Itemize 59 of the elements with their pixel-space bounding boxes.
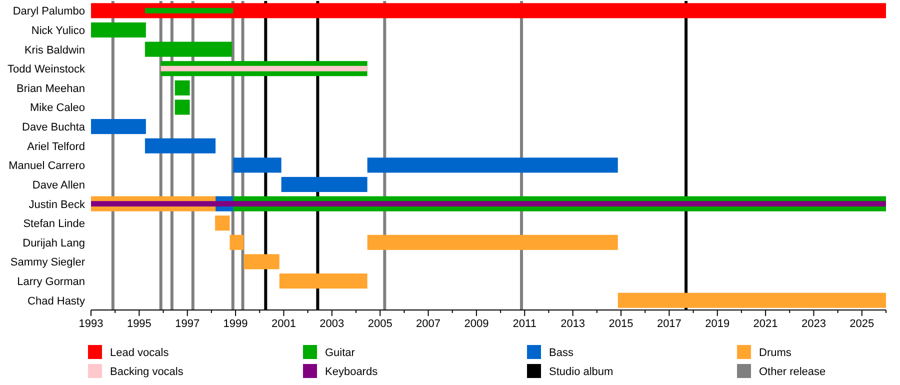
x-tick-label: 2017: [656, 318, 682, 330]
y-tick-label: Dave Buchta: [22, 122, 86, 134]
legend-label: Studio album: [549, 366, 614, 378]
legend-label: Lead vocals: [110, 347, 170, 359]
bar: [618, 292, 886, 308]
bar: [144, 42, 232, 57]
bar: [367, 158, 618, 173]
y-tick-label: Nick Yulico: [31, 24, 85, 37]
x-tick-label: 2005: [368, 318, 392, 330]
legend-label: Backing vocals: [110, 366, 184, 378]
y-tick-label: Durijah Lang: [22, 237, 85, 250]
legend-label: Other release: [759, 366, 826, 378]
y-tick-label: Stefan Linde: [23, 218, 85, 230]
bar: [233, 158, 282, 173]
bar: [244, 254, 280, 270]
x-tick-label: 2013: [560, 318, 586, 330]
bar: [367, 234, 618, 250]
y-tick-label: Chad Hasty: [28, 295, 86, 308]
x-tick-label: 1993: [78, 318, 104, 330]
x-tick-label: 1995: [126, 318, 152, 330]
y-tick-label: Sammy Siegler: [10, 256, 86, 269]
x-tick-label: 2019: [705, 318, 730, 330]
x-tick-label: 2025: [850, 318, 874, 330]
bar: [91, 22, 146, 38]
x-tick-label: 2007: [416, 318, 441, 330]
bar: [279, 274, 368, 289]
bar: [215, 216, 230, 231]
x-tick-label: 2011: [512, 318, 536, 330]
legend-label: Bass: [549, 347, 574, 359]
y-tick-label: Kris Baldwin: [24, 44, 85, 56]
bar: [91, 119, 146, 134]
x-tick-label: 1999: [223, 318, 248, 330]
y-tick-label: Justin Beck: [28, 198, 86, 211]
x-tick-label: 2023: [801, 318, 826, 330]
y-tick-label: Ariel Telford: [27, 140, 85, 153]
y-tick-label: Mike Caleo: [30, 102, 85, 114]
x-tick-label: 2003: [320, 318, 344, 330]
bar: [281, 176, 368, 192]
x-tick-label: 2009: [464, 318, 489, 330]
x-tick-label: 2021: [753, 318, 778, 330]
y-tick-label: Brian Meehan: [16, 82, 85, 95]
legend-label: Drums: [759, 347, 792, 359]
legend-label: Keyboards: [325, 366, 378, 378]
bar: [91, 201, 886, 206]
y-tick-label: Daryl Palumbo: [12, 6, 85, 18]
x-tick-label: 1997: [175, 318, 200, 330]
y-tick-label: Todd Weinstock: [8, 64, 86, 76]
bar: [230, 234, 244, 250]
y-tick-label: Larry Gorman: [17, 276, 85, 288]
y-tick-label: Dave Allen: [32, 179, 85, 192]
bar: [91, 3, 886, 18]
bar: [174, 100, 190, 115]
bar: [174, 80, 190, 96]
bar: [160, 66, 368, 72]
x-tick-label: 2001: [271, 318, 296, 330]
y-tick-label: Manuel Carrero: [8, 160, 85, 172]
bar: [144, 138, 216, 154]
legend-label: Guitar: [325, 347, 356, 359]
x-tick-label: 2015: [608, 318, 634, 330]
